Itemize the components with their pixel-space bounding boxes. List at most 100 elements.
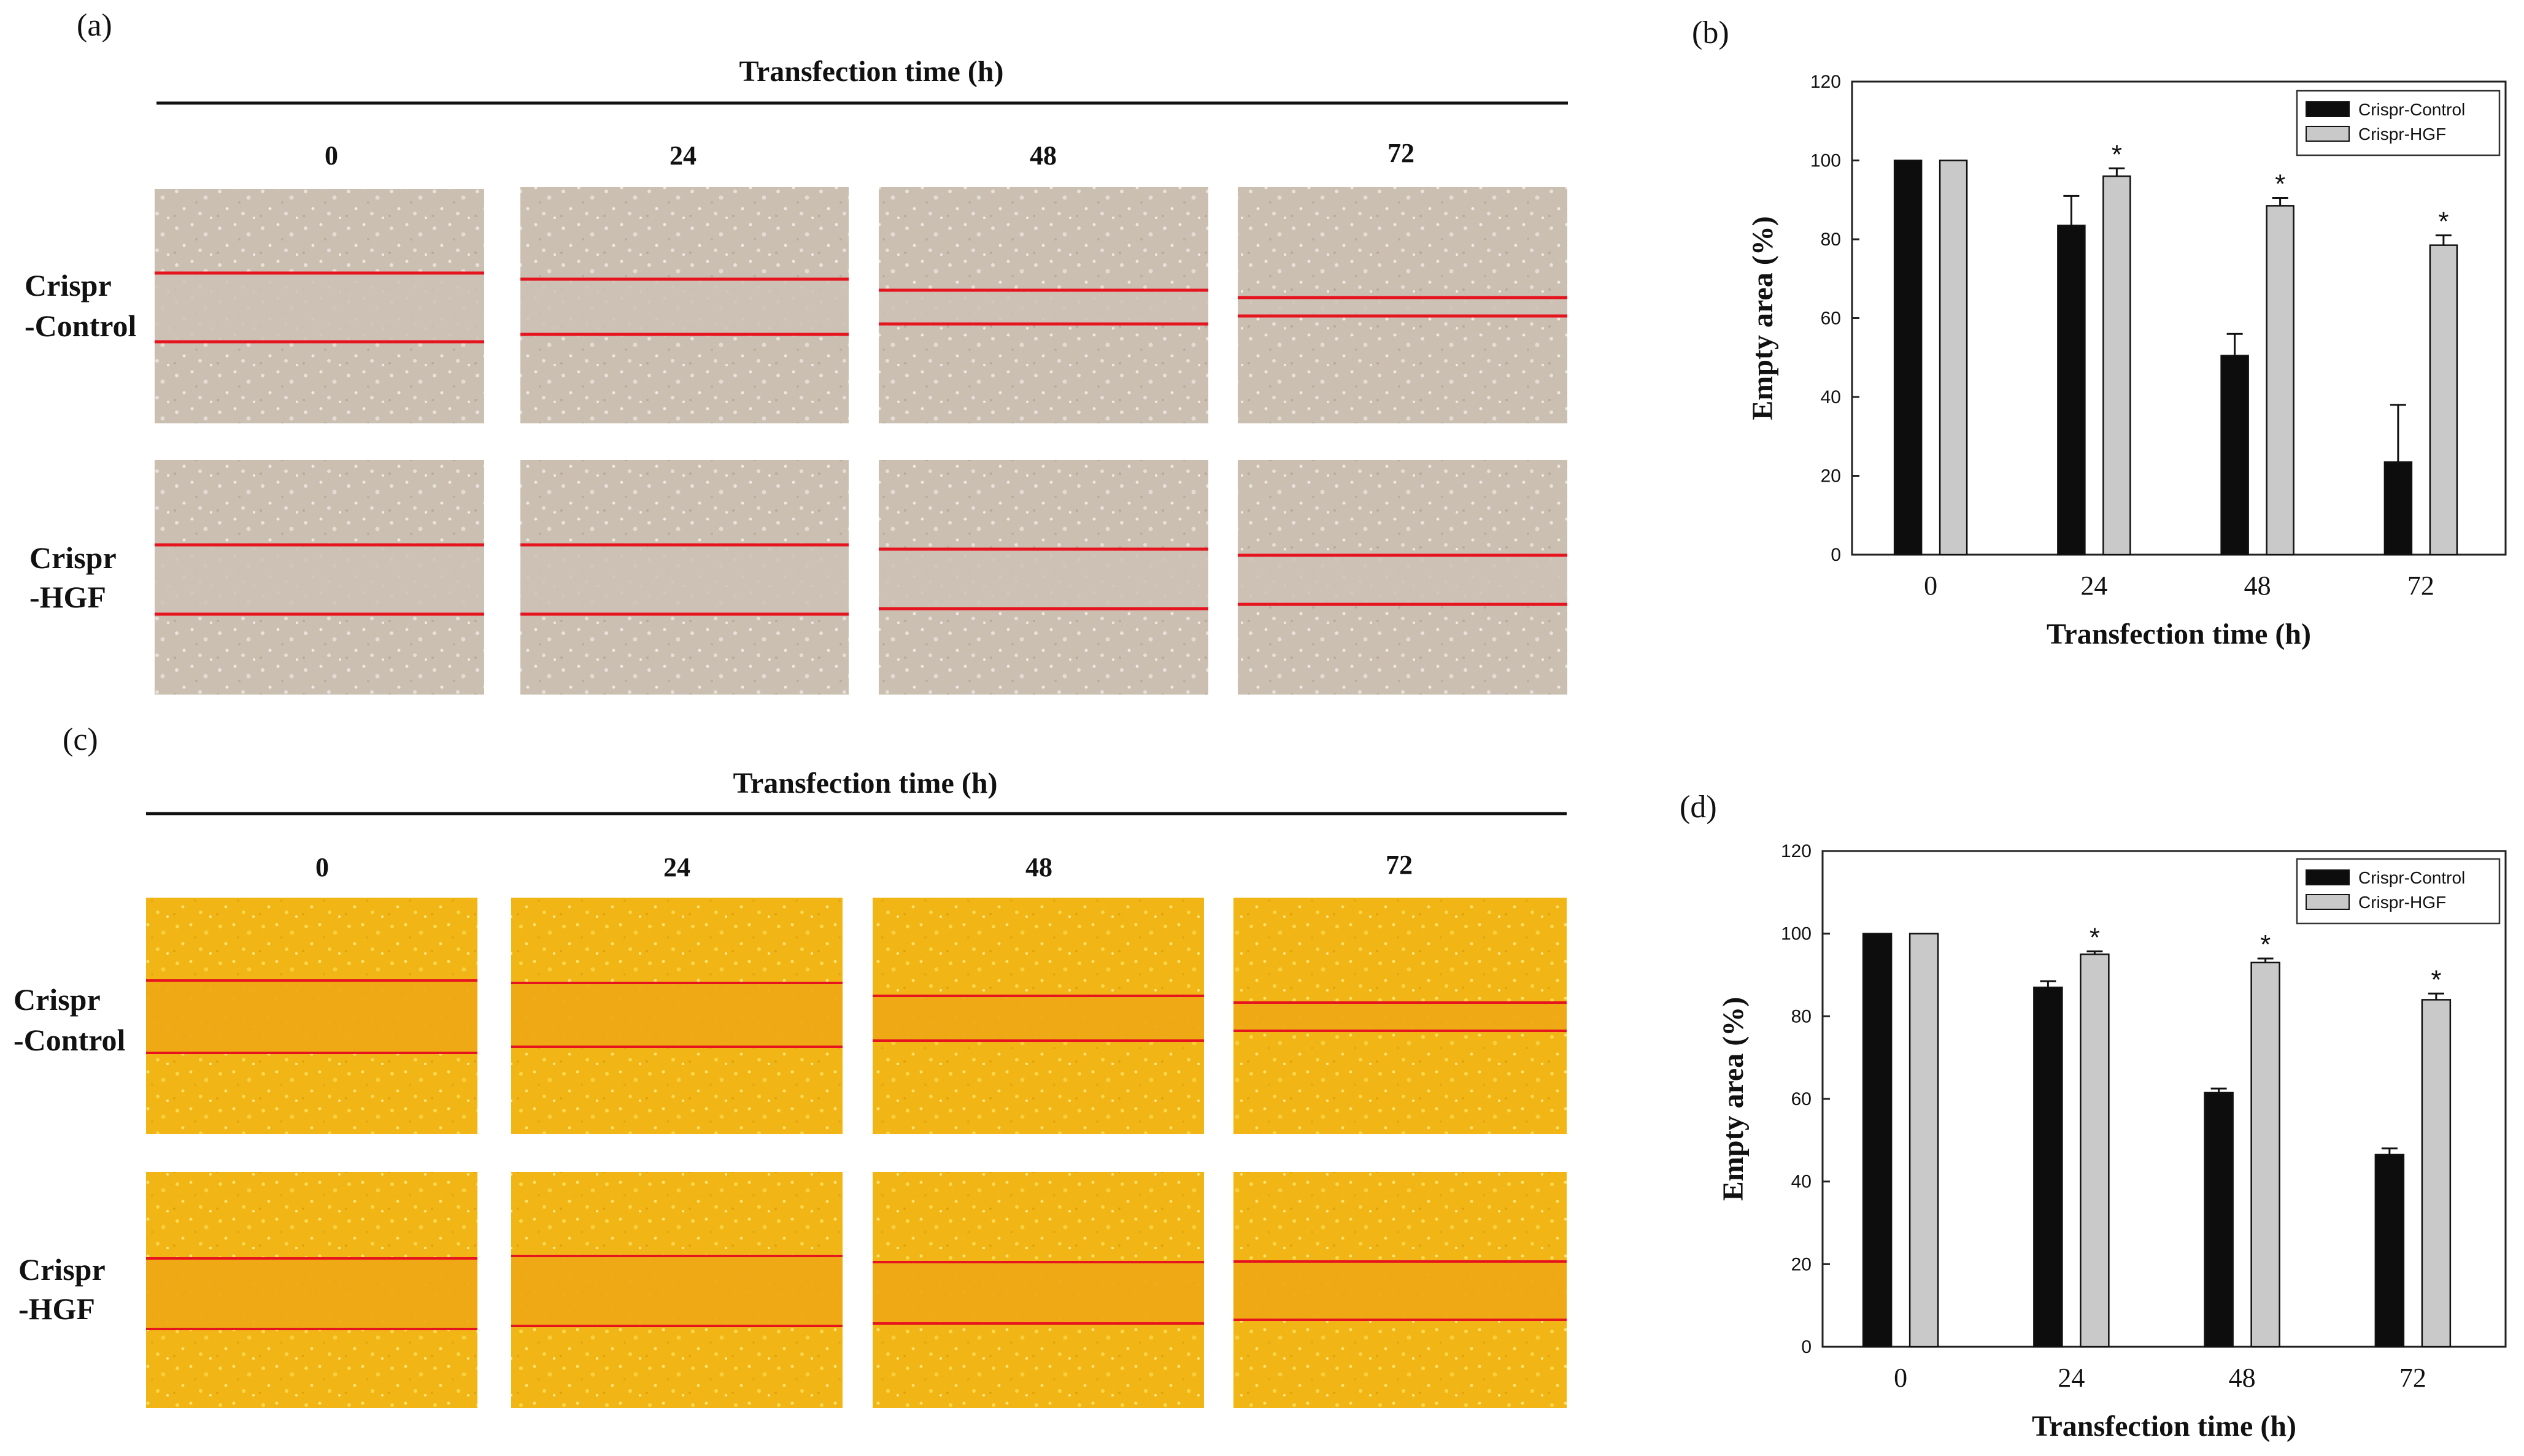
y-tick-label: 20 <box>1791 1254 1812 1274</box>
bar-control-48 <box>2220 355 2249 556</box>
scratch-gap-hgf-48h <box>873 1262 1204 1323</box>
y-tick-label: 0 <box>1801 1337 1812 1357</box>
x-tick-label: 0 <box>1924 571 1937 601</box>
scratch-gap-hgf-72h <box>1238 555 1567 604</box>
bar-control-72 <box>2374 1154 2405 1348</box>
significance-marker: * <box>2275 169 2285 199</box>
timepoint-label-72: 72 <box>1387 138 1414 168</box>
timepoint-label-24: 24 <box>663 852 690 882</box>
x-axis-title: Transfection time (h) <box>2047 618 2311 650</box>
row-label-hgf-line2: -HGF <box>29 580 106 614</box>
significance-marker: * <box>2438 207 2449 237</box>
panel-label-b: (b) <box>1692 15 1729 50</box>
legend-swatch-hgf <box>2306 126 2350 142</box>
timepoint-label-24: 24 <box>670 141 697 171</box>
x-tick-label: 72 <box>2407 571 2434 601</box>
micrograph-header-c: Transfection time (h) <box>733 767 997 799</box>
row-label-hgf-line1: Crispr <box>29 541 117 575</box>
bar-control-72 <box>2383 461 2413 556</box>
bar-control-48 <box>2204 1092 2234 1348</box>
timepoint-label-72: 72 <box>1386 850 1413 880</box>
y-tick-label: 100 <box>1810 151 1841 171</box>
significance-marker: * <box>2260 930 2271 960</box>
bar-hgf-0 <box>1908 933 1939 1348</box>
y-tick-label: 20 <box>1821 466 1841 487</box>
micrograph-header-a: Transfection time (h) <box>739 55 1003 88</box>
scratch-gap-control-72h <box>1238 298 1567 316</box>
legend-swatch-hgf <box>2306 894 2350 910</box>
x-tick-label: 48 <box>2244 571 2271 601</box>
legend-label-control: Crispr-Control <box>2358 100 2465 119</box>
y-axis-title: Empty area (%) <box>1717 997 1750 1201</box>
scratch-gap-control-48h <box>879 290 1208 324</box>
bar-control-24 <box>2033 986 2063 1348</box>
bar-hgf-48 <box>2266 205 2294 556</box>
row-label-control-line1: Crispr <box>14 982 101 1017</box>
bar-control-0 <box>1862 933 1893 1348</box>
significance-marker: * <box>2112 139 2122 169</box>
significance-marker: * <box>2090 923 2100 953</box>
panel-c: (c) Transfection time (h) 0 24 48 72 Cri… <box>14 722 1567 1408</box>
row-label-control-line2: -Control <box>14 1023 126 1057</box>
timepoint-label-48: 48 <box>1025 852 1052 882</box>
scratch-gap-control-72h <box>1233 1003 1567 1031</box>
chart-d: 0 20 40 60 80 100 120 0 * 24 * 48 * 72 Transfection ti… <box>1717 841 2507 1443</box>
y-tick-label: 40 <box>1821 387 1841 407</box>
bar-hgf-24 <box>2102 175 2131 556</box>
bar-hgf-0 <box>1939 160 1968 556</box>
timepoint-label-0: 0 <box>325 141 338 171</box>
legend-label-control: Crispr-Control <box>2358 868 2465 887</box>
x-axis-title: Transfection time (h) <box>2032 1410 2296 1443</box>
scratch-gap-hgf-24h <box>511 1256 843 1326</box>
legend: Crispr-Control Crispr-HGF <box>2296 90 2501 156</box>
bar-control-0 <box>1893 160 1923 556</box>
panel-label-a: (a) <box>77 8 112 43</box>
bar-hgf-72 <box>2429 244 2458 556</box>
scratch-gap-control-24h <box>511 983 843 1047</box>
bar-hgf-24 <box>2080 953 2110 1348</box>
y-tick-label: 80 <box>1821 229 1841 250</box>
timepoint-label-0: 0 <box>315 852 329 882</box>
legend-swatch-control <box>2306 869 2350 885</box>
y-tick-label: 0 <box>1831 545 1841 565</box>
row-label-hgf-line2: -HGF <box>18 1292 95 1326</box>
scratch-gap-control-0h <box>155 273 484 342</box>
timepoint-label-48: 48 <box>1030 141 1057 171</box>
scratch-gap-hgf-72h <box>1233 1261 1567 1320</box>
scratch-gap-hgf-0h <box>155 545 484 614</box>
y-tick-label: 80 <box>1791 1006 1812 1027</box>
scratch-gap-control-48h <box>873 996 1204 1041</box>
y-tick-label: 120 <box>1810 72 1841 92</box>
panel-label-c: (c) <box>63 722 98 757</box>
row-label-hgf-line1: Crispr <box>18 1252 106 1287</box>
scratch-gap-hgf-0h <box>146 1258 477 1329</box>
y-axis-title: Empty area (%) <box>1746 216 1779 420</box>
y-tick-label: 120 <box>1781 841 1812 861</box>
y-tick-label: 60 <box>1821 309 1841 329</box>
chart-b: 0 20 40 60 80 100 120 0 * 24 * 48 * 72 Transfection ti… <box>1746 72 2507 650</box>
scratch-gap-hgf-48h <box>879 549 1208 609</box>
legend: Crispr-Control Crispr-HGF <box>2296 858 2501 925</box>
scratch-gap-hgf-24h <box>520 545 849 614</box>
row-label-control-line2: -Control <box>25 309 137 343</box>
x-tick-label: 48 <box>2229 1363 2256 1393</box>
panel-a: (a) Transfection time (h) 0 24 48 72 Cri… <box>25 8 1568 695</box>
legend-label-hgf: Crispr-HGF <box>2358 893 2446 912</box>
bar-control-24 <box>2057 225 2086 556</box>
row-label-control-line1: Crispr <box>25 268 112 302</box>
significance-marker: * <box>2431 965 2441 995</box>
legend-label-hgf: Crispr-HGF <box>2358 125 2446 144</box>
bar-hgf-48 <box>2250 961 2280 1348</box>
panel-label-d: (d) <box>1680 790 1717 825</box>
scratch-gap-control-0h <box>146 980 477 1053</box>
bar-hgf-72 <box>2421 999 2452 1348</box>
x-tick-label: 24 <box>2080 571 2107 601</box>
x-tick-label: 24 <box>2058 1363 2085 1393</box>
x-tick-label: 72 <box>2399 1363 2426 1393</box>
legend-swatch-control <box>2306 101 2350 117</box>
y-tick-label: 40 <box>1791 1172 1812 1192</box>
scratch-gap-control-24h <box>520 279 849 334</box>
x-tick-label: 0 <box>1894 1363 1907 1393</box>
y-tick-label: 100 <box>1781 924 1812 944</box>
